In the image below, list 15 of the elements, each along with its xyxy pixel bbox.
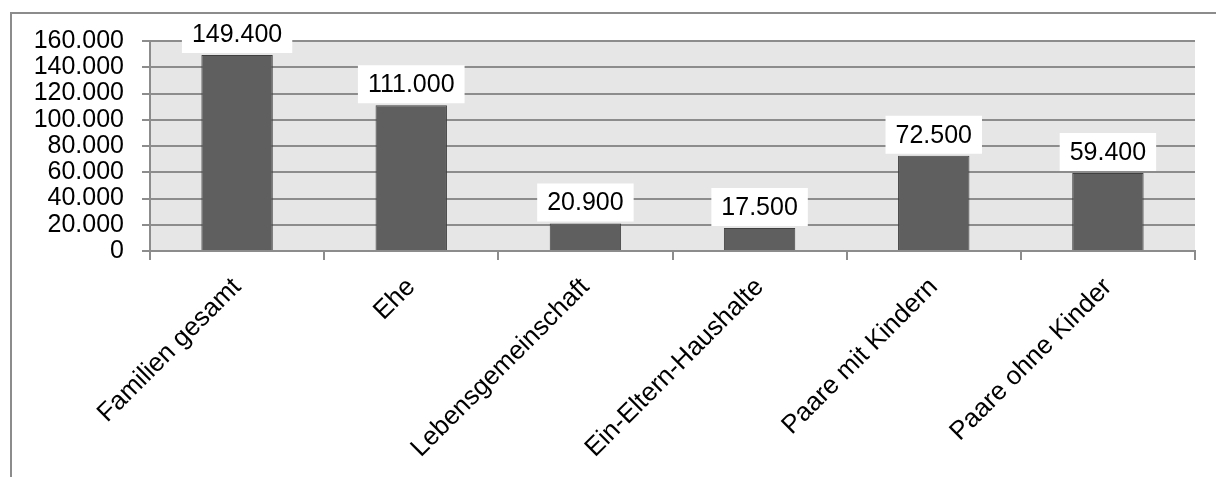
data-label: 20.900 [547, 187, 624, 216]
data-label: 111.000 [367, 69, 455, 98]
y-tick-label: 60.000 [47, 156, 124, 185]
y-tick-label: 120.000 [33, 77, 124, 106]
data-label: 17.500 [721, 191, 798, 220]
data-label: 149.400 [191, 18, 283, 47]
y-tick-label: 0 [110, 234, 124, 263]
y-tick-label: 40.000 [47, 182, 124, 211]
y-tick-label: 140.000 [33, 51, 124, 80]
y-tick-label: 160.000 [33, 24, 124, 53]
data-label: 59.400 [1069, 136, 1147, 165]
y-tick-label: 80.000 [47, 129, 124, 158]
data-label: 72.500 [895, 119, 972, 148]
y-tick-label: 20.000 [47, 208, 124, 237]
y-tick-label: 100.000 [33, 103, 124, 132]
